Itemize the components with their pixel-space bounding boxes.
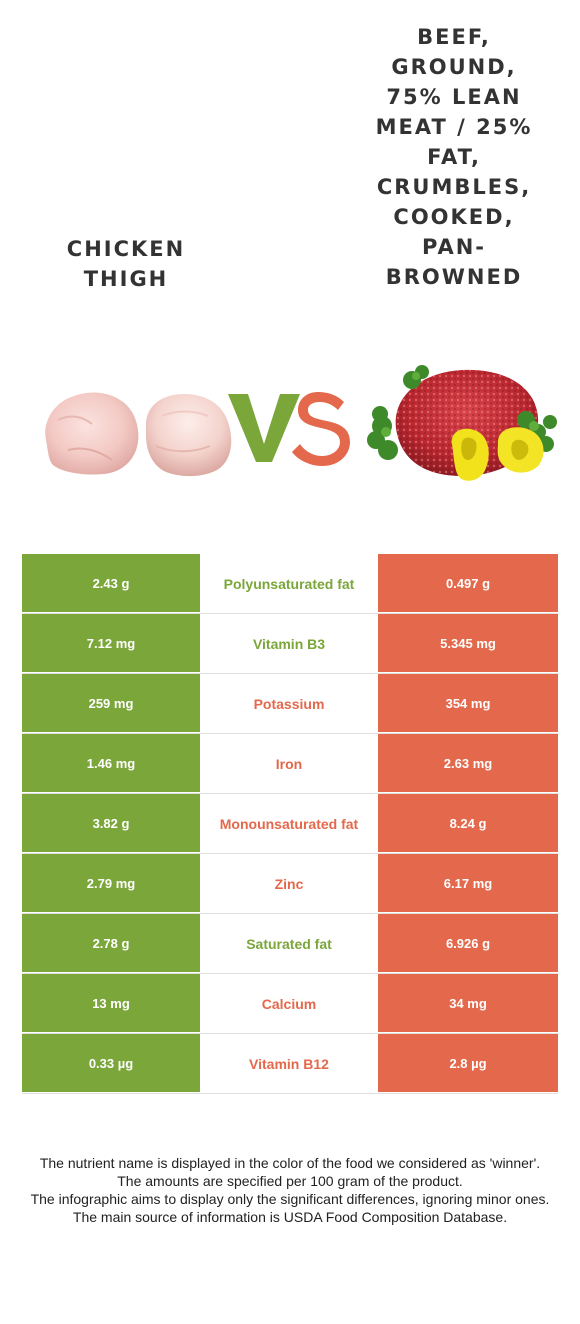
right-value: 0.497 g: [378, 554, 558, 613]
left-value: 0.33 µg: [22, 1034, 200, 1093]
table-row: 2.79 mg Zinc 6.17 mg: [22, 854, 558, 914]
nutrient-name: Zinc: [200, 854, 378, 913]
footer-note-per-100g: The amounts are specified per 100 gram o…: [117, 1173, 463, 1189]
nutrient-name: Vitamin B3: [200, 614, 378, 673]
left-value: 2.79 mg: [22, 854, 200, 913]
right-value: 8.24 g: [378, 794, 558, 853]
table-row: 0.33 µg Vitamin B12 2.8 µg: [22, 1034, 558, 1094]
table-row: 2.78 g Saturated fat 6.926 g: [22, 914, 558, 974]
right-value: 6.926 g: [378, 914, 558, 973]
versus-logo: [228, 392, 350, 466]
right-food-title: Beef, ground, 75% lean meat / 25% fat, c…: [375, 25, 533, 289]
left-value: 7.12 mg: [22, 614, 200, 673]
left-value: 3.82 g: [22, 794, 200, 853]
nutrient-name: Vitamin B12: [200, 1034, 378, 1093]
nutrient-name: Saturated fat: [200, 914, 378, 973]
left-value: 2.43 g: [22, 554, 200, 613]
footer-notes: The nutrient name is displayed in the co…: [22, 1154, 558, 1226]
left-value: 2.78 g: [22, 914, 200, 973]
footer-note-winner-color: The nutrient name is displayed in the co…: [39, 1155, 541, 1171]
right-value: 354 mg: [378, 674, 558, 733]
table-row: 13 mg Calcium 34 mg: [22, 974, 558, 1034]
nutrient-name: Polyunsaturated fat: [200, 554, 378, 613]
footer-note-data-source: The main source of information is USDA F…: [72, 1209, 508, 1225]
right-value: 2.8 µg: [378, 1034, 558, 1093]
chicken-thigh-image: [45, 392, 232, 477]
right-value: 2.63 mg: [378, 734, 558, 793]
table-row: 2.43 g Polyunsaturated fat 0.497 g: [22, 554, 558, 614]
left-food-title: Chicken thigh: [66, 237, 186, 291]
ground-beef-image: [367, 365, 557, 481]
table-row: 3.82 g Monounsaturated fat 8.24 g: [22, 794, 558, 854]
right-value: 5.345 mg: [378, 614, 558, 673]
table-row: 7.12 mg Vitamin B3 5.345 mg: [22, 614, 558, 674]
nutrient-name: Potassium: [200, 674, 378, 733]
footer-note-significant-differences: The infographic aims to display only the…: [30, 1191, 550, 1207]
left-value: 13 mg: [22, 974, 200, 1033]
nutrient-comparison-table: 2.43 g Polyunsaturated fat 0.497 g 7.12 …: [22, 554, 558, 1094]
nutrient-name: Calcium: [200, 974, 378, 1033]
left-value: 259 mg: [22, 674, 200, 733]
nutrient-name: Monounsaturated fat: [200, 794, 378, 853]
table-row: 1.46 mg Iron 2.63 mg: [22, 734, 558, 794]
right-value: 34 mg: [378, 974, 558, 1033]
nutrient-name: Iron: [200, 734, 378, 793]
table-row: 259 mg Potassium 354 mg: [22, 674, 558, 734]
left-value: 1.46 mg: [22, 734, 200, 793]
right-value: 6.17 mg: [378, 854, 558, 913]
